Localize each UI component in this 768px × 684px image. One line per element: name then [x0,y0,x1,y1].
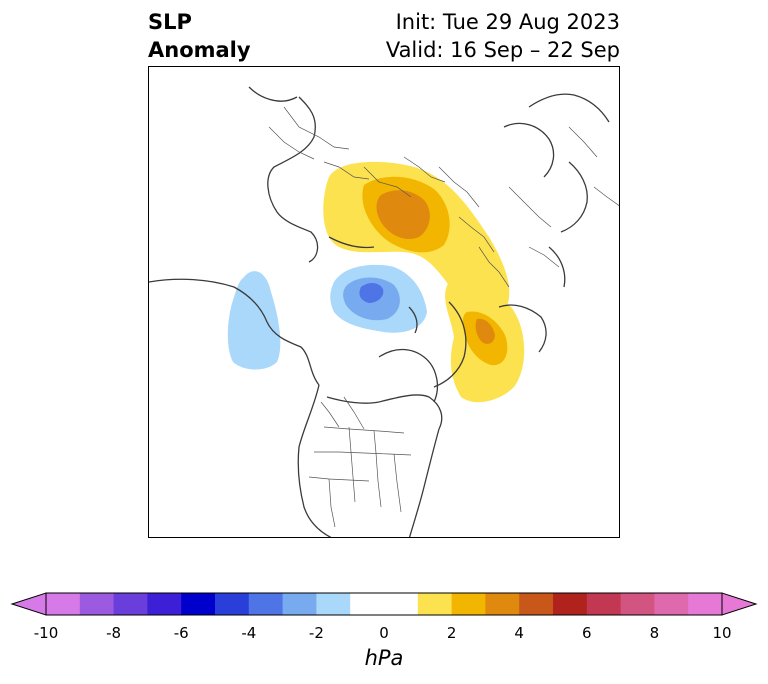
colorbar-tick-label: 10 [712,624,732,642]
colorbar-swatch [384,593,419,615]
colorbar-extend-high [721,592,758,616]
country-borders [268,106,619,528]
negative-anomaly-arctic-core [359,283,384,303]
colorbar-swatch [350,593,385,615]
map-panel [148,66,620,538]
forecast-dates: Init: Tue 29 Aug 2023 Valid: 16 Sep – 22… [386,8,620,64]
colorbar-swatch [46,593,81,615]
colorbar-swatch [215,593,250,615]
negative-anomaly-pacific [227,271,281,370]
colorbar-swatch [553,593,588,615]
colorbar-extend-low [10,592,47,616]
colorbar-swatch [519,593,554,615]
colorbar-unit-label: hPa [364,646,404,670]
colorbar-swatch [316,593,351,615]
colorbar-tick-label: -2 [308,624,324,642]
valid-range: Valid: 16 Sep – 22 Sep [385,38,620,62]
colorbar-tick-label: -6 [173,624,189,642]
map-title: SLP Anomaly [148,8,251,64]
colorbar-swatch [181,593,216,615]
colorbar-swatch [451,593,486,615]
colorbar-tick-label: -8 [106,624,122,642]
colorbar-tick-label: 4 [514,624,524,642]
colorbar-swatch [282,593,317,615]
colorbar-tick-label: 8 [649,624,660,642]
coastlines [149,86,610,537]
map-svg [149,86,619,537]
colorbar-swatch [417,593,453,615]
colorbar-svg [10,592,758,616]
colorbar-tick-label: 6 [582,624,592,642]
colorbar-swatch [79,593,115,615]
title-line-1: SLP [148,10,192,34]
title-line-2: Anomaly [148,38,251,62]
colorbar [0,588,768,678]
colorbar-border [45,592,723,616]
colorbar-tick-label: -4 [241,624,257,642]
colorbar-swatch [147,593,182,615]
colorbar-swatch [620,593,655,615]
colorbar-swatch [113,593,148,615]
anomaly-fills [227,161,525,403]
colorbar-swatch [654,593,689,615]
colorbar-swatch [688,593,723,615]
positive-anomaly-russia-core [376,190,430,240]
init-date: Init: Tue 29 Aug 2023 [395,10,620,34]
colorbar-swatch [586,593,622,615]
colorbar-tick-label: -10 [33,624,59,642]
colorbar-tick-label: 0 [379,624,389,642]
colorbar-tick-label: 2 [446,624,457,642]
positive-anomaly-east-core [475,318,495,344]
colorbar-swatch [248,593,284,615]
colorbar-swatch [485,593,520,615]
